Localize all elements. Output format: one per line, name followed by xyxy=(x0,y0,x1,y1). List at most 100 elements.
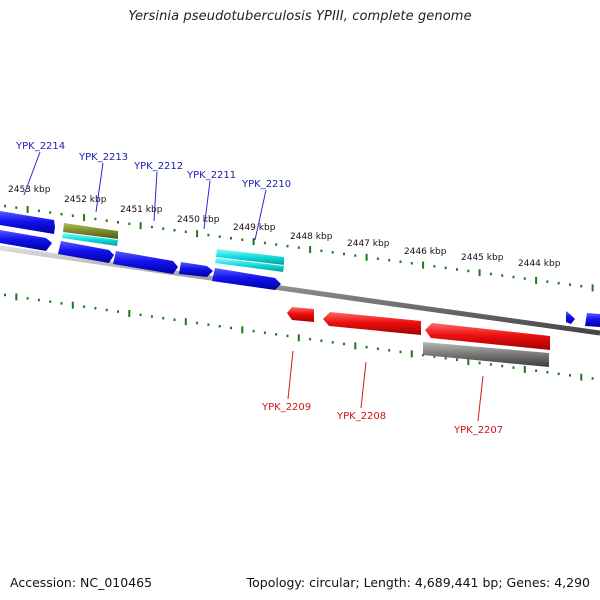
minor-tick xyxy=(388,349,391,352)
minor-tick xyxy=(456,268,458,271)
minor-tick xyxy=(569,283,571,286)
major-tick xyxy=(410,350,413,358)
gene-feature-forward[interactable] xyxy=(179,262,213,277)
minor-tick xyxy=(49,300,52,303)
major-tick xyxy=(15,293,18,301)
minor-tick xyxy=(230,326,232,330)
rna-feature-ypk2213[interactable] xyxy=(62,233,118,246)
minor-tick xyxy=(376,347,379,350)
minor-tick xyxy=(37,209,40,213)
minor-tick xyxy=(83,305,86,308)
scale-label: 2450 kbp xyxy=(177,215,220,225)
minor-tick xyxy=(467,269,470,273)
minor-tick xyxy=(218,325,221,328)
gene-feature-ypk2208[interactable] xyxy=(323,312,421,335)
minor-tick xyxy=(410,262,413,265)
genome-title: Yersinia pseudotuberculosis YPIII, compl… xyxy=(128,9,472,24)
gene-feature-forward[interactable] xyxy=(566,311,575,324)
major-tick xyxy=(478,269,481,277)
gene-feature-forward[interactable] xyxy=(58,241,114,263)
minor-tick xyxy=(263,241,266,245)
minor-tick xyxy=(580,284,583,288)
minor-tick xyxy=(275,243,278,246)
minor-tick xyxy=(60,212,63,216)
gene-label-ypk2210[interactable]: YPK_2210 xyxy=(241,179,291,190)
minor-tick xyxy=(241,238,244,241)
minor-tick xyxy=(230,237,232,240)
minor-tick xyxy=(117,221,119,224)
minor-tick xyxy=(501,274,504,277)
gene-feature-ypk2214[interactable] xyxy=(0,211,55,234)
minor-tick xyxy=(433,355,436,358)
minor-tick xyxy=(478,361,481,365)
rna-feature-ypk2210[interactable] xyxy=(215,258,284,272)
minor-tick xyxy=(489,363,492,366)
minor-tick xyxy=(343,342,345,346)
scale-label: 2447 kbp xyxy=(347,239,390,249)
minor-tick xyxy=(105,308,108,312)
gene-label-ypk2214[interactable]: YPK_2214 xyxy=(15,141,65,152)
rna-feature-ypk2210[interactable] xyxy=(216,249,284,265)
reverse-strand-genes xyxy=(287,307,550,367)
minor-tick xyxy=(49,211,52,214)
minor-tick xyxy=(557,372,560,376)
rna-feature-ypk2213[interactable] xyxy=(63,223,118,239)
gene-feature-ypk2207[interactable] xyxy=(425,323,550,350)
minor-tick xyxy=(354,254,357,257)
scale-label: 2453 kbp xyxy=(8,185,51,195)
minor-tick xyxy=(444,357,447,360)
minor-tick xyxy=(286,334,289,338)
genome-stats-label: Topology: circular; Length: 4,689,441 bp… xyxy=(246,575,590,590)
scale-ticks-upper xyxy=(4,204,594,292)
minor-tick xyxy=(207,233,210,237)
scale-label: 2452 kbp xyxy=(64,195,107,205)
rna-features xyxy=(62,223,284,272)
minor-tick xyxy=(173,229,176,232)
minor-tick xyxy=(297,246,300,249)
gene-feature-forward[interactable] xyxy=(585,313,600,327)
gene-label-ypk2212[interactable]: YPK_2212 xyxy=(133,161,183,172)
gene-feature-forward[interactable] xyxy=(212,268,281,290)
major-tick xyxy=(252,238,255,246)
major-tick xyxy=(71,301,74,309)
minor-tick xyxy=(523,277,526,280)
minor-tick xyxy=(535,369,538,372)
minor-tick xyxy=(139,313,142,317)
minor-tick xyxy=(320,339,323,342)
minor-tick xyxy=(71,214,74,217)
gene-label-ypk2207[interactable]: YPK_2207 xyxy=(453,425,503,436)
major-tick xyxy=(467,358,470,366)
major-tick xyxy=(184,318,187,326)
gene-label-ypk2208[interactable]: YPK_2208 xyxy=(336,411,386,422)
minor-tick xyxy=(309,337,312,341)
minor-tick xyxy=(591,377,594,380)
pseudogene-feature[interactable] xyxy=(423,342,549,367)
major-tick xyxy=(128,310,131,317)
gene-feature-forward[interactable] xyxy=(113,251,178,274)
gene-feature-ypk2209[interactable] xyxy=(287,307,314,322)
major-tick xyxy=(365,253,368,261)
minor-tick xyxy=(207,323,210,326)
major-tick xyxy=(591,284,594,292)
minor-tick xyxy=(162,227,165,230)
minor-tick xyxy=(433,265,436,268)
scale-label: 2448 kbp xyxy=(290,232,333,242)
gene-label-ypk2211[interactable]: YPK_2211 xyxy=(186,170,236,181)
minor-tick xyxy=(275,333,278,336)
minor-tick xyxy=(512,366,515,369)
major-tick xyxy=(241,326,244,334)
minor-tick xyxy=(117,310,119,313)
gene-label-ypk2213[interactable]: YPK_2213 xyxy=(78,152,128,163)
minor-tick xyxy=(569,374,571,377)
minor-tick xyxy=(343,252,345,256)
genome-backbone xyxy=(0,245,600,336)
minor-tick xyxy=(218,235,221,238)
minor-tick xyxy=(15,206,18,209)
minor-tick xyxy=(512,275,515,279)
gene-label-ypk2209[interactable]: YPK_2209 xyxy=(261,402,311,413)
minor-tick xyxy=(105,219,108,222)
minor-tick xyxy=(184,230,187,234)
gene-feature-forward[interactable] xyxy=(0,230,52,251)
major-tick xyxy=(523,365,526,373)
